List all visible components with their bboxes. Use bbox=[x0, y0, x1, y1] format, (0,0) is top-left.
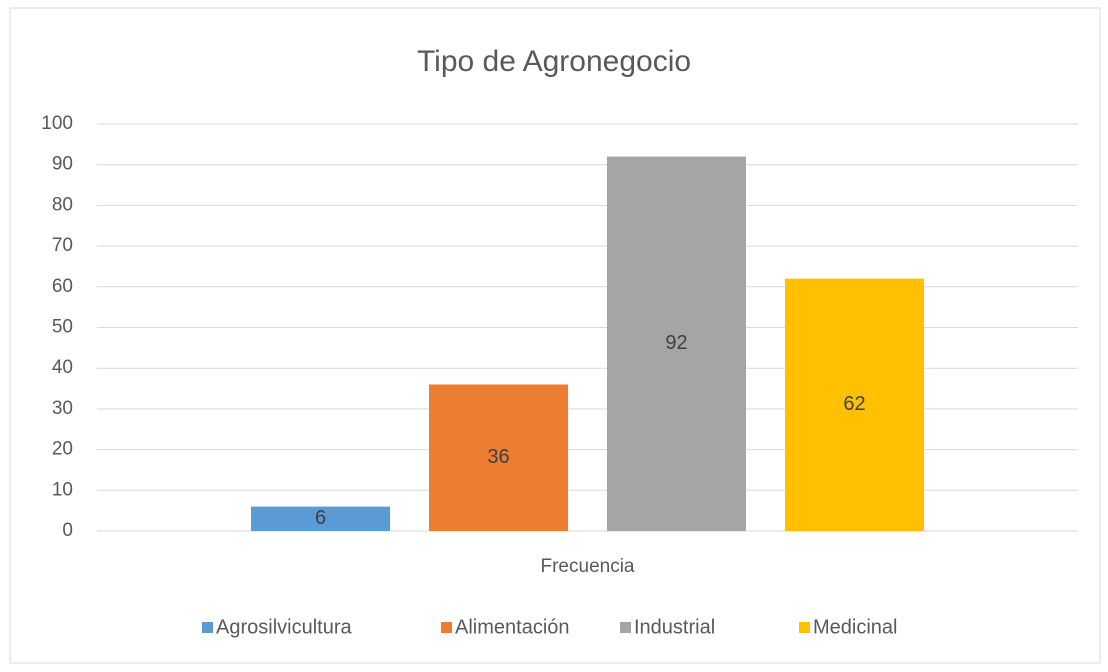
bar bbox=[251, 506, 390, 531]
legend-swatch bbox=[202, 622, 213, 633]
y-tick-label: 90 bbox=[52, 154, 73, 175]
legend-swatch bbox=[799, 622, 810, 633]
legend-label: Alimentación bbox=[455, 616, 570, 638]
legend-swatch bbox=[441, 622, 452, 633]
data-label: 36 bbox=[487, 446, 509, 468]
data-label: 6 bbox=[315, 507, 326, 529]
y-tick-label: 100 bbox=[41, 113, 73, 134]
legend-swatch bbox=[620, 622, 631, 633]
legend-label: Medicinal bbox=[813, 616, 897, 638]
legend-label: Agrosilvicultura bbox=[216, 616, 352, 638]
chart-title: Tipo de Agronegocio bbox=[417, 45, 691, 78]
bar bbox=[607, 156, 746, 531]
y-tick-label: 20 bbox=[52, 439, 73, 460]
y-tick-label: 0 bbox=[62, 520, 73, 541]
x-tick-label: Frecuencia bbox=[541, 556, 635, 577]
legend-label: Industrial bbox=[634, 616, 715, 638]
y-tick-label: 70 bbox=[52, 235, 73, 256]
y-tick-label: 10 bbox=[52, 479, 73, 500]
y-tick-label: 50 bbox=[52, 317, 73, 338]
y-tick-label: 40 bbox=[52, 357, 73, 378]
data-label: 62 bbox=[843, 393, 865, 415]
y-tick-label: 30 bbox=[52, 398, 73, 419]
y-tick-label: 80 bbox=[52, 194, 73, 215]
bar bbox=[429, 384, 568, 531]
data-label: 92 bbox=[665, 332, 687, 354]
bar bbox=[785, 278, 924, 531]
y-tick-label: 60 bbox=[52, 276, 73, 297]
